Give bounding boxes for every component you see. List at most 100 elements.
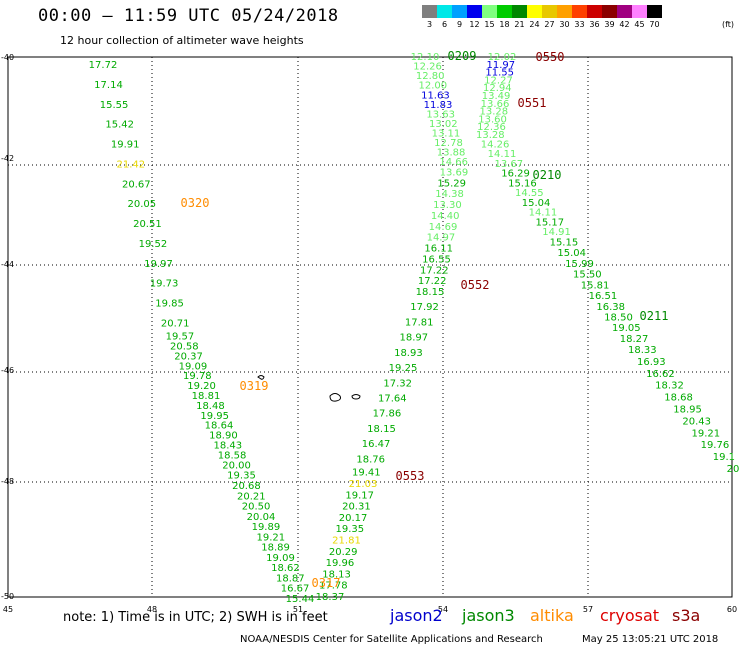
track1-value: 20.04 bbox=[247, 512, 276, 523]
track3-value: 18.68 bbox=[664, 393, 693, 404]
track2-value: 16.11 bbox=[424, 244, 453, 255]
pass-time-label: 0317 bbox=[312, 576, 341, 590]
track3-value: 13.67 bbox=[494, 159, 523, 170]
track1-value: 19.52 bbox=[139, 239, 168, 250]
track3-value: 15.04 bbox=[522, 198, 551, 209]
track1-value: 19.57 bbox=[166, 332, 195, 343]
track2-value: 17.22 bbox=[420, 265, 449, 276]
track3-value: 16.29 bbox=[501, 169, 530, 180]
track1-value: 15.42 bbox=[105, 120, 134, 131]
track3-value: 18.32 bbox=[655, 381, 684, 392]
track3-value: 11.55 bbox=[485, 68, 514, 79]
pass-time-label: 0319 bbox=[240, 379, 269, 393]
track2-value: 18.15 bbox=[416, 287, 445, 298]
track2-value: 13.69 bbox=[440, 167, 469, 178]
scale-swatch: 36 bbox=[587, 5, 602, 29]
track3-value: 13.66 bbox=[481, 99, 510, 110]
track2-value: 18.76 bbox=[356, 454, 385, 465]
track2-value: 16.47 bbox=[362, 439, 391, 450]
track2-value: 17.81 bbox=[405, 317, 434, 328]
track2-value: 12.10 bbox=[411, 52, 440, 63]
scale-swatch-label: 70 bbox=[649, 20, 660, 29]
scale-swatch: 3 bbox=[422, 5, 437, 29]
footer-timestamp: May 25 13:05:21 UTC 2018 bbox=[582, 634, 719, 645]
track3-value: 11.97 bbox=[486, 60, 515, 71]
track1-value: 17.72 bbox=[89, 60, 118, 71]
legend-cryosat: cryosat bbox=[600, 606, 660, 625]
scale-swatch-box bbox=[542, 5, 557, 18]
track1-value: 19.09 bbox=[266, 553, 295, 564]
track3-value: 14.55 bbox=[515, 188, 544, 199]
island-outline bbox=[351, 394, 361, 400]
track3-value: 15.99 bbox=[565, 259, 594, 270]
track1-value: 18.58 bbox=[218, 450, 247, 461]
track2-value: 11.83 bbox=[424, 100, 453, 111]
track2-value: 12.26 bbox=[413, 62, 442, 73]
pass-time-label: 0320 bbox=[181, 196, 210, 210]
map-frame bbox=[7, 56, 733, 598]
track2-value: 17.78 bbox=[319, 581, 348, 592]
track3-value: 15.16 bbox=[508, 178, 537, 189]
track3-value: 13.28 bbox=[479, 107, 508, 118]
scale-swatch-box bbox=[437, 5, 452, 18]
track2-value: 21.81 bbox=[332, 536, 361, 547]
track1-value: 17.14 bbox=[94, 80, 123, 91]
scale-swatch-label: 27 bbox=[544, 20, 555, 29]
track2-value: 13.30 bbox=[433, 200, 462, 211]
scale-swatch-label: 9 bbox=[456, 20, 463, 29]
track2-value: 14.69 bbox=[429, 222, 458, 233]
track2-value: 16.55 bbox=[422, 254, 451, 265]
track3-value: 16.38 bbox=[596, 302, 625, 313]
track1-value: 19.21 bbox=[256, 532, 285, 543]
latitude-label: -48 bbox=[1, 477, 14, 486]
track2-value: 12.00 bbox=[418, 81, 447, 92]
track1-value: 18.48 bbox=[196, 401, 225, 412]
track3-value: 12.02 bbox=[488, 52, 517, 63]
track2-value: 20.29 bbox=[329, 547, 358, 558]
legend-jason3: jason3 bbox=[462, 606, 515, 625]
latitude-label: -44 bbox=[1, 260, 14, 269]
scale-swatch: 12 bbox=[467, 5, 482, 29]
longitude-label: 48 bbox=[147, 605, 157, 614]
scale-swatch-label: 3 bbox=[426, 20, 433, 29]
track2-value: 19.41 bbox=[352, 468, 381, 479]
track3-value: 13.60 bbox=[478, 114, 507, 125]
scale-swatch-label: 45 bbox=[634, 20, 645, 29]
track1-value: 20.71 bbox=[161, 318, 190, 329]
track3-value: 14.26 bbox=[481, 139, 510, 150]
track3-value: 14.91 bbox=[542, 227, 571, 238]
track1-value: 18.89 bbox=[261, 543, 290, 554]
pass-time-label: 0552 bbox=[461, 278, 490, 292]
track1-value: 16.67 bbox=[281, 584, 310, 595]
latitude-label: -42 bbox=[1, 154, 14, 163]
scale-swatch: 15 bbox=[482, 5, 497, 29]
track3-value: 20 bbox=[727, 464, 740, 475]
track1-value: 20.50 bbox=[242, 502, 271, 513]
track1-value: 19.97 bbox=[144, 259, 173, 270]
track1-value: 20.00 bbox=[222, 460, 251, 471]
track3-value: 12.36 bbox=[477, 122, 506, 133]
scale-swatch-box bbox=[527, 5, 542, 18]
scale-swatch-box bbox=[647, 5, 662, 18]
scale-swatch-label: 15 bbox=[484, 20, 495, 29]
track2-value: 14.97 bbox=[427, 233, 456, 244]
longitude-label: 60 bbox=[727, 605, 737, 614]
scale-unit: (ft) bbox=[722, 20, 735, 29]
track2-value: 17.86 bbox=[373, 409, 402, 420]
track2-value: 14.40 bbox=[431, 211, 460, 222]
track3-value: 19.1 bbox=[713, 452, 735, 463]
scale-swatch-label: 30 bbox=[559, 20, 570, 29]
legend-jason2: jason2 bbox=[390, 606, 443, 625]
scale-swatch-box bbox=[602, 5, 617, 18]
scale-swatch-box bbox=[482, 5, 497, 18]
scale-swatch-label: 36 bbox=[589, 20, 600, 29]
track3-value: 15.15 bbox=[550, 237, 579, 248]
longitude-label: 54 bbox=[438, 605, 448, 614]
track3-value: 15.17 bbox=[535, 217, 564, 228]
track1-value: 18.62 bbox=[271, 563, 300, 574]
track1-value: 19.89 bbox=[252, 522, 281, 533]
track1-value: 20.37 bbox=[174, 351, 203, 362]
scale-swatch: 39 bbox=[602, 5, 617, 29]
track2-value: 13.11 bbox=[432, 129, 461, 140]
